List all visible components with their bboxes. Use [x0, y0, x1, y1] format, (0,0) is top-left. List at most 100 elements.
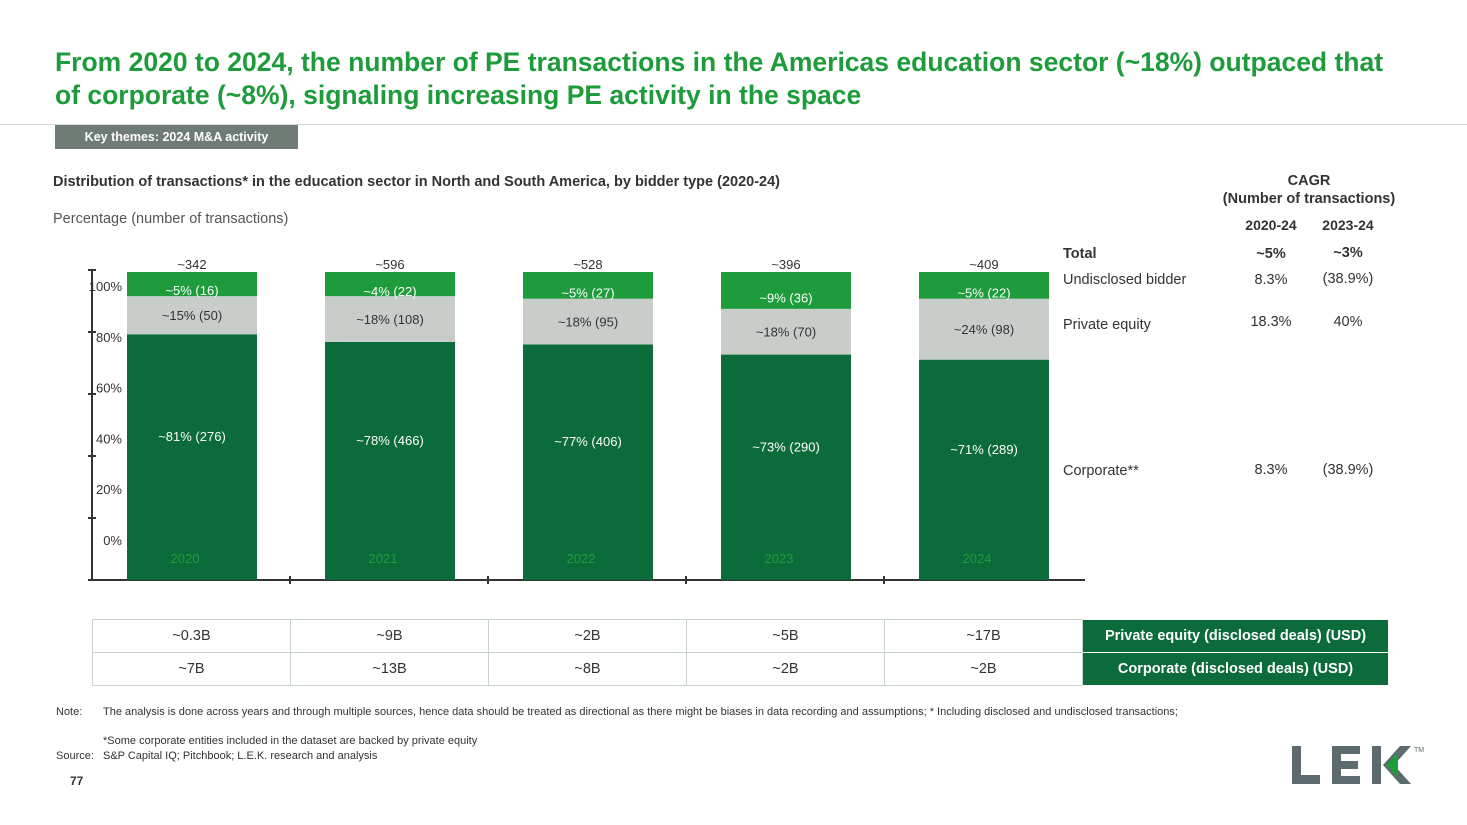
deals-pe-2024: ~17B: [884, 619, 1083, 653]
cagr-pe-2023-24: 40%: [1333, 314, 1363, 330]
y-tick-label: 40%: [96, 431, 122, 446]
cagr-col-2023-24: 2023-24: [1322, 217, 1374, 233]
disclosed-deals-table: ~0.3B ~9B ~2B ~5B ~17B Private equity (d…: [92, 619, 1389, 686]
bar-header-strip-2022: [523, 272, 653, 286]
bar-corporate-2022: [523, 344, 653, 580]
data-label-private-equity-2022: ~18% (95): [558, 315, 618, 330]
cagr-heading-line1: CAGR: [1287, 173, 1331, 189]
stacked-bar-chart: 0% 20% 40% 60% 80% 100% ~81% (276) ~15% (50) ~5%…: [88, 257, 1085, 584]
cagr-heading-line2: (Number of transactions): [1222, 191, 1396, 207]
bar-undisclosed-2020: [127, 283, 257, 297]
cagr-corporate-2020-24: 8.3%: [1254, 462, 1288, 478]
chart-title: Distribution of transactions* in the edu…: [53, 174, 780, 190]
theme-tag: Key themes: 2024 M&A activity: [55, 125, 298, 149]
cagr-heading: CAGR (Number of transactions): [1208, 172, 1410, 208]
data-label-undisclosed-2023: ~9% (36): [759, 290, 812, 305]
bar-corporate-2020: [127, 334, 257, 580]
source-text: S&P Capital IQ; Pitchbook; L.E.K. resear…: [103, 750, 378, 762]
note: Note: The analysis is done across years a…: [56, 705, 1233, 719]
bar-header-strip-2024: [919, 272, 1049, 286]
bar-private-equity-2021: [325, 296, 455, 342]
bar-corporate-2021: [325, 341, 455, 580]
cagr-row-label-total: Total: [1063, 246, 1097, 262]
y-tick-label: 80%: [96, 330, 122, 345]
data-label-corporate-2020: ~81% (276): [158, 429, 226, 444]
data-label-undisclosed-2024: ~5% (22): [957, 285, 1010, 300]
total-label-2021: ~596: [375, 257, 404, 272]
cagr-row-label-corporate: Corporate**: [1063, 463, 1139, 479]
source-label: Source:: [56, 750, 94, 762]
y-tick-label: 60%: [96, 381, 122, 396]
bar-undisclosed-2021: [325, 286, 455, 297]
bar-corporate-2024: [919, 359, 1049, 580]
note-label: Note:: [56, 706, 83, 718]
cagr-total-2023-24: ~3%: [1333, 245, 1363, 261]
bar-private-equity-2020: [127, 296, 257, 335]
x-tick-label-2022: 2022: [567, 551, 596, 566]
cagr-undisclosed-2023-24: (38.9%): [1322, 271, 1374, 287]
y-tick-label: 100%: [89, 279, 123, 294]
note-2: *Some corporate entities included in the…: [56, 734, 1233, 748]
deals-corp-2020: ~7B: [92, 652, 291, 686]
total-label-2022: ~528: [573, 257, 602, 272]
bar-undisclosed-2024: [919, 286, 1049, 299]
data-label-undisclosed-2021: ~4% (22): [363, 284, 416, 299]
bar-header-strip-2020: [127, 272, 257, 286]
note-text-2: *Some corporate entities included in the…: [103, 735, 478, 747]
bar-header-strip-2021: [325, 272, 455, 286]
data-label-corporate-2023: ~73% (290): [752, 439, 820, 454]
deals-row-private-equity: ~0.3B ~9B ~2B ~5B ~17B Private equity (d…: [92, 619, 1389, 653]
x-tick-label-2023: 2023: [765, 551, 794, 566]
page-number: 77: [70, 774, 84, 788]
data-label-private-equity-2020: ~15% (50): [162, 308, 222, 323]
total-label-2020: ~342: [177, 257, 206, 272]
deals-corp-row-label: Corporate (disclosed deals) (USD): [1082, 652, 1389, 686]
bar-header-strip-2023: [721, 272, 851, 286]
cagr-col-2020-24: 2020-24: [1245, 217, 1297, 233]
data-label-undisclosed-2022: ~5% (27): [561, 285, 614, 300]
logo-tm: TM: [1414, 747, 1424, 754]
deals-corp-2024: ~2B: [884, 652, 1083, 686]
lek-logo: TM: [1292, 746, 1424, 784]
cagr-total-2020-24: ~5%: [1256, 246, 1286, 262]
deals-pe-2023: ~5B: [686, 619, 885, 653]
deals-corp-2023: ~2B: [686, 652, 885, 686]
cagr-undisclosed-2020-24: 8.3%: [1254, 272, 1288, 288]
cagr-pe-2020-24: 18.3%: [1250, 314, 1292, 330]
x-tick-label-2024: 2024: [963, 551, 992, 566]
total-label-2024: ~409: [969, 257, 998, 272]
data-label-private-equity-2024: ~24% (98): [954, 322, 1014, 337]
data-label-undisclosed-2020: ~5% (16): [165, 283, 218, 298]
deals-pe-row-label: Private equity (disclosed deals) (USD): [1082, 619, 1389, 653]
deals-row-corporate: ~7B ~13B ~8B ~2B ~2B Corporate (disclose…: [92, 652, 1389, 686]
bar-undisclosed-2023: [721, 286, 851, 309]
cagr-row-label-pe: Private equity: [1063, 317, 1151, 333]
chart-subtitle: Percentage (number of transactions): [53, 211, 289, 227]
y-tick-label: 0%: [103, 533, 122, 548]
deals-pe-2021: ~9B: [290, 619, 489, 653]
data-label-corporate-2021: ~78% (466): [356, 433, 424, 448]
note-text: The analysis is done across years and th…: [103, 706, 1178, 718]
x-tick-label-2021: 2021: [369, 551, 398, 566]
bar-private-equity-2023: [721, 308, 851, 355]
deals-pe-2020: ~0.3B: [92, 619, 291, 653]
title-divider: [0, 124, 1467, 125]
y-tick-label: 20%: [96, 482, 122, 497]
page-title: From 2020 to 2024, the number of PE tran…: [55, 47, 1384, 110]
cagr-corporate-2023-24: (38.9%): [1322, 462, 1374, 478]
cagr-row-label-undisclosed: Undisclosed bidder: [1063, 272, 1187, 288]
total-label-2023: ~396: [771, 257, 800, 272]
data-label-corporate-2022: ~77% (406): [554, 434, 622, 449]
source: Source: S&P Capital IQ; Pitchbook; L.E.K.…: [56, 749, 1233, 763]
x-tick-label-2020: 2020: [171, 551, 200, 566]
bar-undisclosed-2022: [523, 286, 653, 299]
bar-private-equity-2022: [523, 298, 653, 345]
deals-corp-2021: ~13B: [290, 652, 489, 686]
data-label-private-equity-2023: ~18% (70): [756, 325, 816, 340]
data-label-private-equity-2021: ~18% (108): [356, 312, 424, 327]
data-label-corporate-2024: ~71% (289): [950, 442, 1018, 457]
bar-private-equity-2024: [919, 298, 1049, 360]
deals-pe-2022: ~2B: [488, 619, 687, 653]
bar-corporate-2023: [721, 354, 851, 580]
deals-corp-2022: ~8B: [488, 652, 687, 686]
